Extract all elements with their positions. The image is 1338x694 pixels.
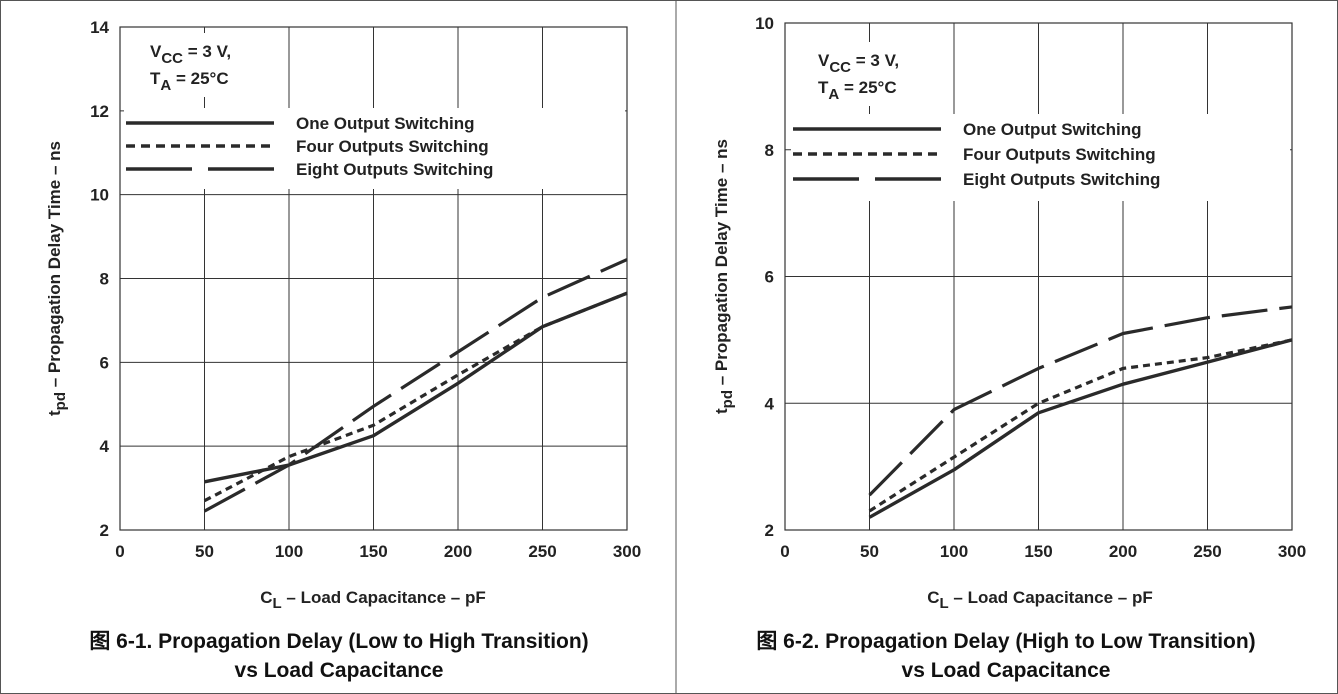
- y-tick-label: 4: [765, 394, 775, 413]
- legend-label-3: Eight Outputs Switching: [963, 170, 1160, 189]
- x-axis-title-rest: – Load Capacitance – pF: [949, 588, 1153, 607]
- figure-caption-line1: 图 6-2. Propagation Delay (High to Low Tr…: [756, 630, 1255, 653]
- ta-condition-main: T: [818, 78, 829, 97]
- y-tick-label: 2: [100, 521, 109, 540]
- vcc-condition: VCC = 3 V,: [150, 42, 231, 67]
- grid: [119, 26, 628, 531]
- x-tick-label: 250: [1193, 542, 1221, 561]
- y-tick-label: 12: [90, 102, 109, 121]
- x-axis-title: CL – Load Capacitance – pF: [260, 588, 486, 612]
- legend-label-3: Eight Outputs Switching: [296, 160, 493, 179]
- x-axis-title-main: C: [260, 588, 272, 607]
- ta-condition-rest: = 25°C: [171, 69, 228, 88]
- plot-frame: [119, 26, 628, 531]
- ta-condition: TA = 25°C: [150, 69, 229, 94]
- y-axis-title-sub: pd: [719, 390, 736, 408]
- x-tick-label: 100: [940, 542, 968, 561]
- x-tick-label: 0: [115, 542, 124, 561]
- ta-condition-rest: = 25°C: [839, 78, 896, 97]
- vcc-condition-rest: = 3 V,: [851, 51, 899, 70]
- y-axis-title: tpd – Propagation Delay Time – ns: [712, 139, 736, 414]
- chart-panel-2: 0 50 100 150 200 250 300 2 4 6 8 10 CL – Load Capaci…: [712, 14, 1306, 682]
- legend-label-2: Four Outputs Switching: [296, 137, 489, 156]
- conditions-box: [138, 33, 268, 97]
- figure-caption-line2: vs Load Capacitance: [235, 659, 444, 682]
- figure-caption-line2: vs Load Capacitance: [902, 659, 1111, 682]
- legend-label-1: One Output Switching: [296, 114, 474, 133]
- y-tick-label: 8: [765, 141, 774, 160]
- plot-frame: [784, 22, 1293, 531]
- y-tick-label: 14: [90, 18, 109, 37]
- y-tick-label: 6: [765, 268, 774, 287]
- vcc-condition-main: V: [150, 42, 162, 61]
- series-line-3: [868, 305, 1293, 497]
- x-axis-title-sub: L: [273, 595, 282, 612]
- y-tick-label: 2: [765, 521, 774, 540]
- x-tick-label: 200: [1109, 542, 1137, 561]
- ta-condition-sub: A: [160, 77, 171, 94]
- legend-label-1: One Output Switching: [963, 120, 1141, 139]
- x-tick-label: 50: [860, 542, 879, 561]
- vcc-condition: VCC = 3 V,: [818, 51, 899, 76]
- x-tick-label: 300: [613, 542, 641, 561]
- figure-caption-line1: 图 6-1. Propagation Delay (Low to High Tr…: [89, 630, 588, 653]
- x-axis-title-rest: – Load Capacitance – pF: [282, 588, 486, 607]
- series-line-2: [868, 338, 1293, 513]
- y-tick-label: 6: [100, 353, 109, 372]
- conditions-box: [806, 42, 936, 106]
- vcc-condition-rest: = 3 V,: [183, 42, 231, 61]
- vcc-condition-sub: CC: [829, 59, 851, 76]
- y-tick-label: 4: [100, 437, 110, 456]
- y-axis-title-main: t: [45, 410, 64, 416]
- x-tick-label: 200: [444, 542, 472, 561]
- chart-panel-1: 0 50 100 150 200 250 300 2 4 6 8 10 12 14 CL – Load Ca…: [45, 18, 641, 682]
- x-tick-label: 100: [275, 542, 303, 561]
- series-line-1: [204, 291, 628, 484]
- ta-condition-main: T: [150, 69, 161, 88]
- x-tick-label: 150: [1024, 542, 1052, 561]
- y-tick-label: 10: [90, 186, 109, 205]
- series-line-2: [203, 291, 628, 503]
- ta-condition: TA = 25°C: [818, 78, 897, 103]
- ta-condition-sub: A: [828, 86, 839, 103]
- series-line-1: [868, 338, 1293, 519]
- x-tick-label: 250: [528, 542, 556, 561]
- y-axis-title-sub: pd: [52, 392, 69, 410]
- x-tick-label: 150: [359, 542, 387, 561]
- y-tick-label: 10: [755, 14, 774, 33]
- y-axis-title: tpd – Propagation Delay Time – ns: [45, 141, 69, 416]
- x-axis-title-sub: L: [940, 595, 949, 612]
- y-axis-title-rest: – Propagation Delay Time – ns: [712, 139, 731, 390]
- series-line-3: [203, 258, 628, 513]
- x-axis-title: CL – Load Capacitance – pF: [927, 588, 1153, 612]
- vcc-condition-sub: CC: [161, 50, 183, 67]
- x-axis-title-main: C: [927, 588, 939, 607]
- vcc-condition-main: V: [818, 51, 830, 70]
- x-tick-label: 0: [780, 542, 789, 561]
- y-axis-title-main: t: [712, 408, 731, 414]
- y-tick-label: 8: [100, 270, 109, 289]
- y-axis-title-rest: – Propagation Delay Time – ns: [45, 141, 64, 392]
- legend-label-2: Four Outputs Switching: [963, 145, 1156, 164]
- x-tick-label: 300: [1278, 542, 1306, 561]
- x-tick-label: 50: [195, 542, 214, 561]
